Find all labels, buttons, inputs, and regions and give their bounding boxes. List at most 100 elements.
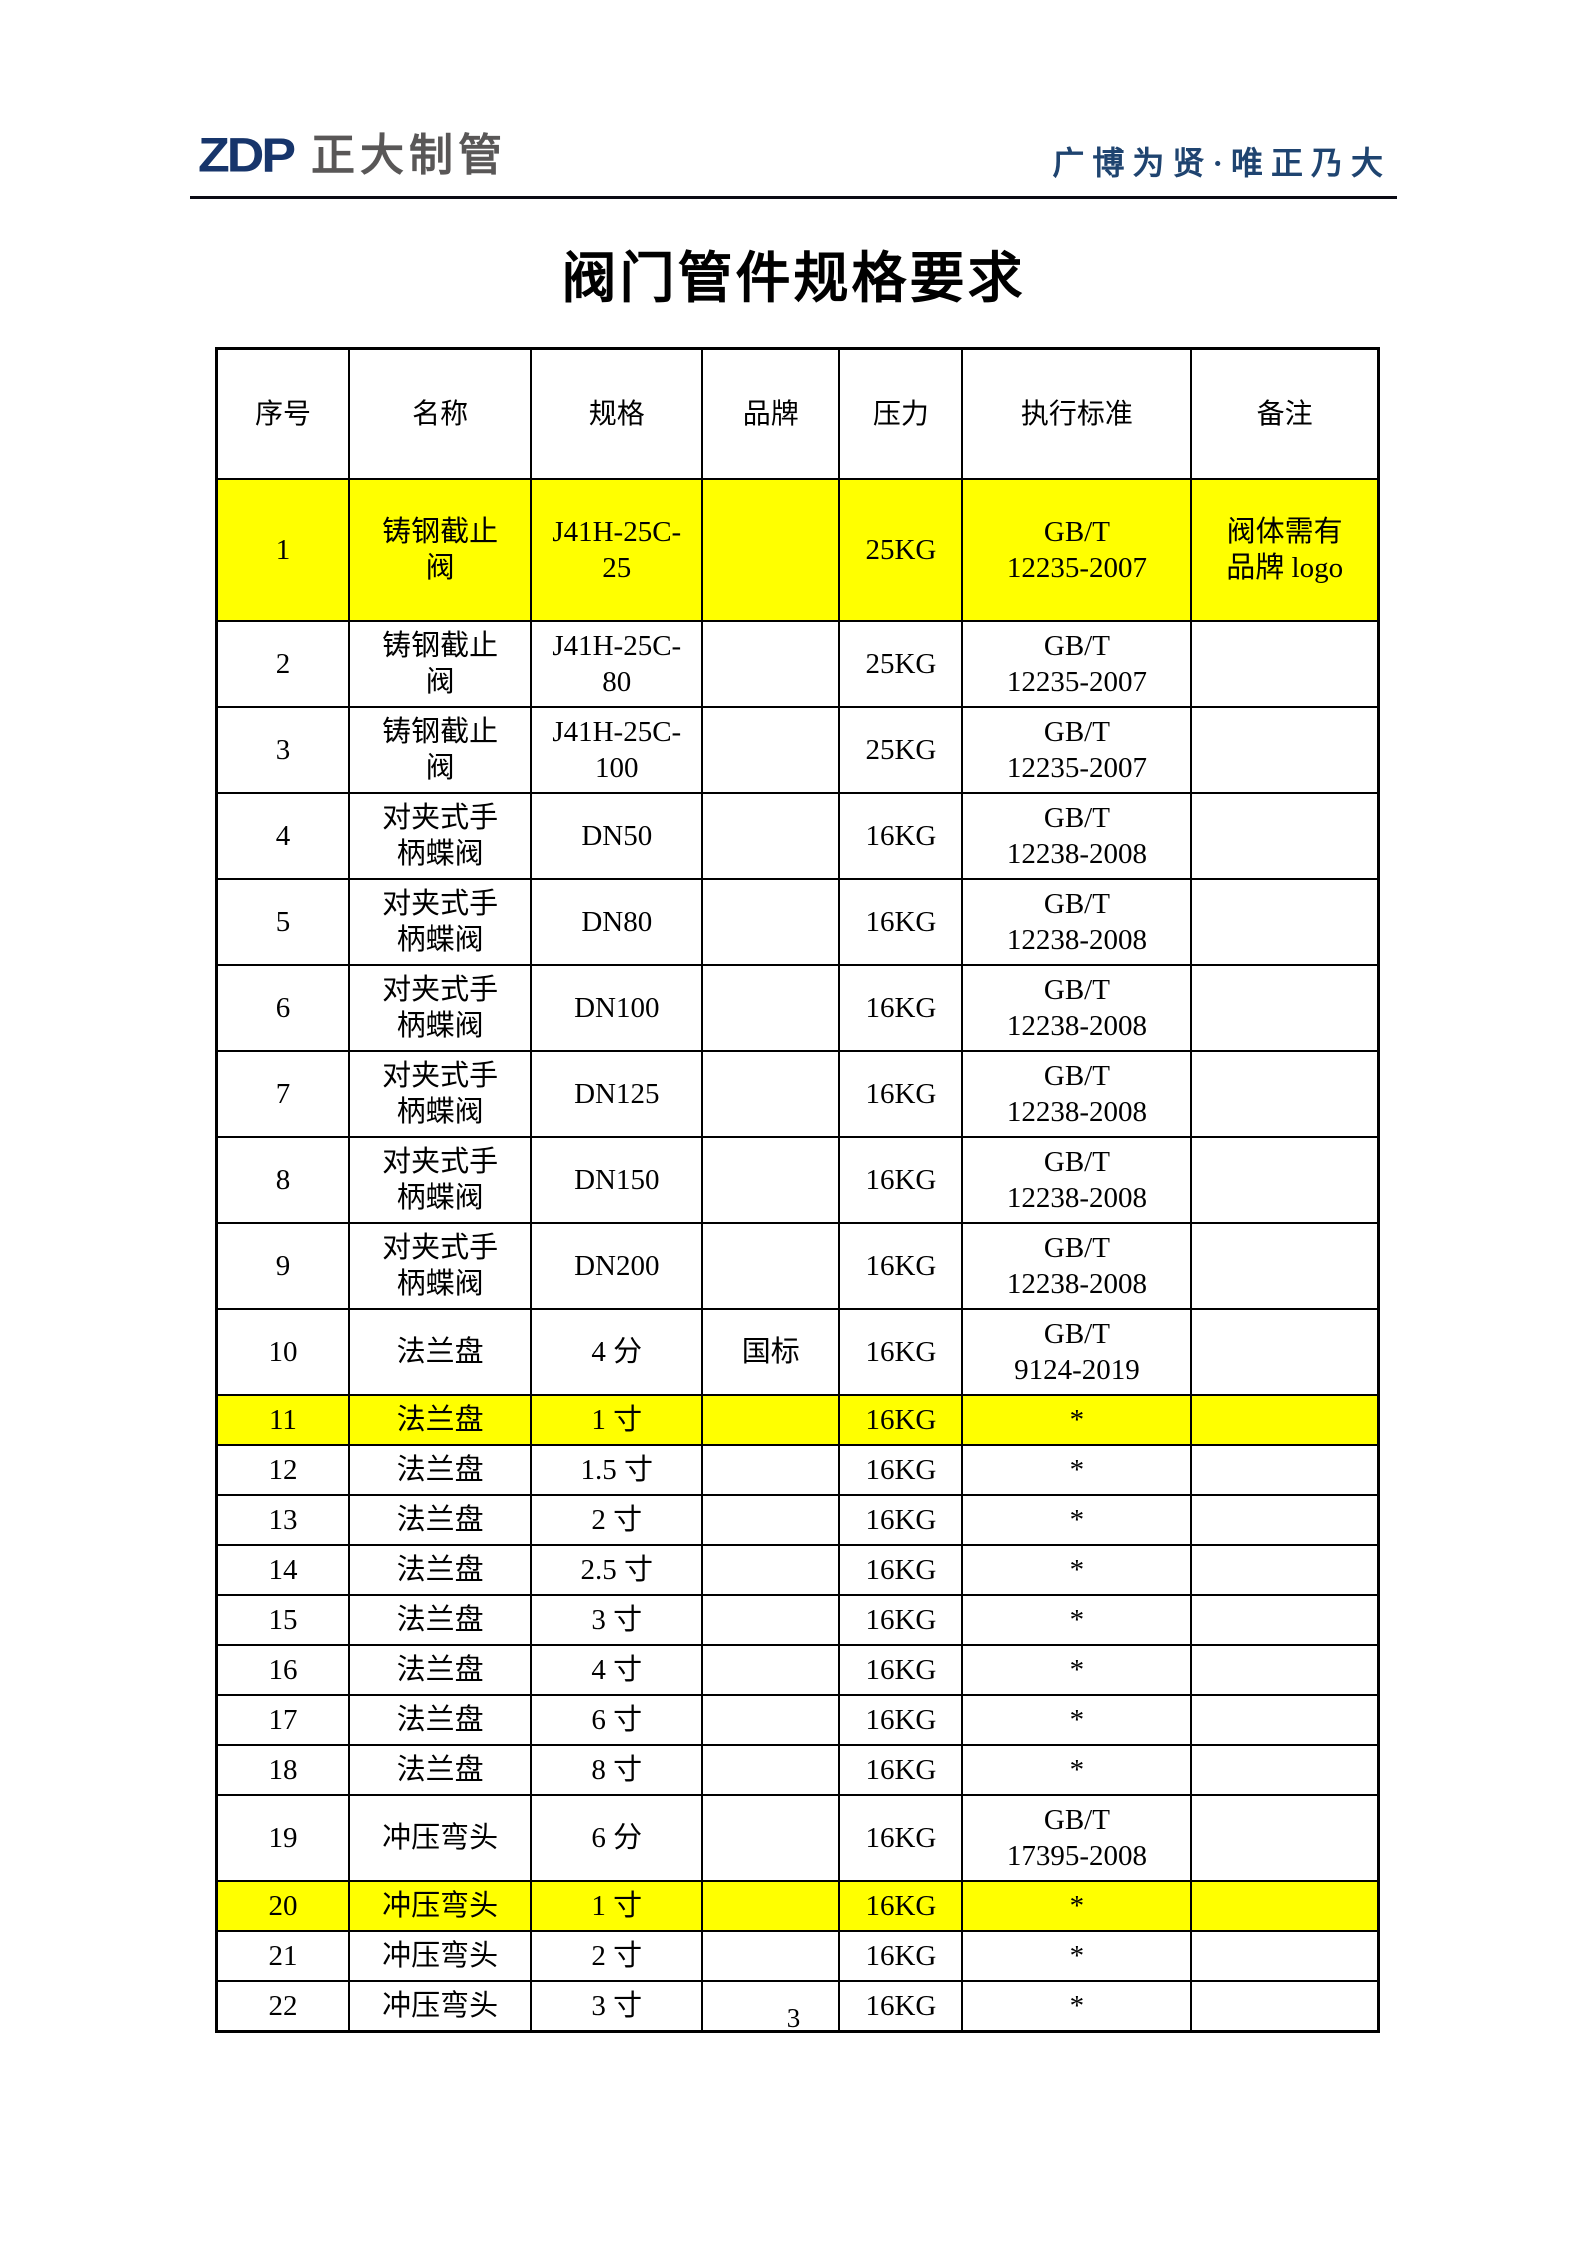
cell-brand	[701, 1694, 841, 1746]
cell-remark	[1190, 706, 1380, 794]
cell-name: 法兰盘	[347, 1594, 533, 1646]
column-header: 备注	[1190, 347, 1380, 480]
cell-pressure: 16KG	[838, 1930, 964, 1982]
cell-brand	[701, 1594, 841, 1646]
cell-spec: 1 寸	[530, 1880, 704, 1932]
cell-spec: DN100	[530, 964, 704, 1052]
cell-seq: 4	[215, 792, 350, 880]
cell-standard: GB/T 12235-2007	[961, 620, 1193, 708]
cell-seq: 13	[215, 1494, 350, 1546]
cell-pressure: 16KG	[838, 1444, 964, 1496]
cell-name: 冲压弯头	[347, 1794, 533, 1882]
cell-pressure: 16KG	[838, 878, 964, 966]
cell-seq: 14	[215, 1544, 350, 1596]
cell-spec: 8 寸	[530, 1744, 704, 1796]
cell-pressure: 16KG	[838, 964, 964, 1052]
cell-name: 对夹式手 柄蝶阀	[347, 964, 533, 1052]
cell-pressure: 16KG	[838, 1308, 964, 1396]
table-row: 13 法兰盘 2 寸 16KG *	[215, 1494, 1380, 1546]
column-header: 规格	[530, 347, 704, 480]
cell-seq: 16	[215, 1644, 350, 1696]
cell-brand	[701, 620, 841, 708]
column-header: 压力	[838, 347, 964, 480]
cell-pressure: 16KG	[838, 1050, 964, 1138]
cell-seq: 11	[215, 1394, 350, 1446]
cell-standard: *	[961, 1930, 1193, 1982]
cell-standard: *	[961, 1644, 1193, 1696]
cell-standard: GB/T 12238-2008	[961, 878, 1193, 966]
cell-remark	[1190, 1444, 1380, 1496]
table-header-row: 序号 名称 规格 品牌 压力 执行标准 备注	[215, 347, 1380, 480]
cell-seq: 2	[215, 620, 350, 708]
cell-brand	[701, 1744, 841, 1796]
cell-remark	[1190, 964, 1380, 1052]
cell-seq: 5	[215, 878, 350, 966]
cell-brand	[701, 792, 841, 880]
column-header: 执行标准	[961, 347, 1193, 480]
cell-seq: 18	[215, 1744, 350, 1796]
cell-spec: 2 寸	[530, 1494, 704, 1546]
cell-brand	[701, 1930, 841, 1982]
cell-seq: 9	[215, 1222, 350, 1310]
cell-name: 对夹式手 柄蝶阀	[347, 1136, 533, 1224]
cell-remark	[1190, 1494, 1380, 1546]
cell-remark	[1190, 1980, 1380, 2033]
cell-standard: GB/T 12235-2007	[961, 706, 1193, 794]
cell-name: 冲压弯头	[347, 1880, 533, 1932]
cell-spec: 1.5 寸	[530, 1444, 704, 1496]
cell-name: 法兰盘	[347, 1494, 533, 1546]
cell-remark	[1190, 1050, 1380, 1138]
table-row: 22 冲压弯头 3 寸 16KG *	[215, 1980, 1380, 2033]
table-header: 序号 名称 规格 品牌 压力 执行标准 备注	[215, 347, 1380, 480]
cell-remark	[1190, 1694, 1380, 1746]
cell-spec: J41H-25C- 25	[530, 478, 704, 622]
cell-brand	[701, 1794, 841, 1882]
table-row: 1 铸钢截止 阀 J41H-25C- 25 25KG GB/T 12235-2007 阀体…	[215, 478, 1380, 622]
cell-brand	[701, 1544, 841, 1596]
table-row: 19 冲压弯头 6 分 16KG GB/T 17395-2008	[215, 1794, 1380, 1882]
cell-remark	[1190, 1222, 1380, 1310]
cell-pressure: 16KG	[838, 1222, 964, 1310]
cell-brand	[701, 878, 841, 966]
cell-name: 对夹式手 柄蝶阀	[347, 792, 533, 880]
table-row: 14 法兰盘 2.5 寸 16KG *	[215, 1544, 1380, 1596]
table-row: 15 法兰盘 3 寸 16KG *	[215, 1594, 1380, 1646]
cell-spec: 6 寸	[530, 1694, 704, 1746]
cell-pressure: 16KG	[838, 1644, 964, 1696]
cell-pressure: 16KG	[838, 1980, 964, 2033]
cell-name: 冲压弯头	[347, 1930, 533, 1982]
cell-name: 法兰盘	[347, 1544, 533, 1596]
cell-pressure: 16KG	[838, 1694, 964, 1746]
cell-remark	[1190, 1644, 1380, 1696]
table-row: 20 冲压弯头 1 寸 16KG *	[215, 1880, 1380, 1932]
cell-name: 法兰盘	[347, 1394, 533, 1446]
cell-seq: 7	[215, 1050, 350, 1138]
cell-pressure: 16KG	[838, 1594, 964, 1646]
cell-remark	[1190, 620, 1380, 708]
cell-remark	[1190, 1594, 1380, 1646]
table-row: 8 对夹式手 柄蝶阀 DN150 16KG GB/T 12238-2008	[215, 1136, 1380, 1224]
cell-spec: 6 分	[530, 1794, 704, 1882]
cell-remark	[1190, 1136, 1380, 1224]
cell-pressure: 16KG	[838, 1394, 964, 1446]
cell-spec: 4 寸	[530, 1644, 704, 1696]
cell-spec: 2 寸	[530, 1930, 704, 1982]
cell-brand	[701, 478, 841, 622]
cell-brand	[701, 1222, 841, 1310]
cell-standard: GB/T 12235-2007	[961, 478, 1193, 622]
cell-standard: GB/T 12238-2008	[961, 1222, 1193, 1310]
table-row: 10 法兰盘 4 分国标 16KG GB/T 9124-2019	[215, 1308, 1380, 1396]
table-row: 5 对夹式手 柄蝶阀 DN80 16KG GB/T 12238-2008	[215, 878, 1380, 966]
cell-brand	[701, 706, 841, 794]
table-row: 7 对夹式手 柄蝶阀 DN125 16KG GB/T 12238-2008	[215, 1050, 1380, 1138]
cell-spec: 1 寸	[530, 1394, 704, 1446]
cell-spec: J41H-25C- 80	[530, 620, 704, 708]
cell-seq: 6	[215, 964, 350, 1052]
cell-pressure: 25KG	[838, 706, 964, 794]
cell-name: 法兰盘	[347, 1444, 533, 1496]
cell-pressure: 16KG	[838, 1494, 964, 1546]
table-row: 6 对夹式手 柄蝶阀 DN100 16KG GB/T 12238-2008	[215, 964, 1380, 1052]
cell-pressure: 16KG	[838, 792, 964, 880]
cell-seq: 12	[215, 1444, 350, 1496]
page-number: 3	[786, 2003, 801, 2033]
